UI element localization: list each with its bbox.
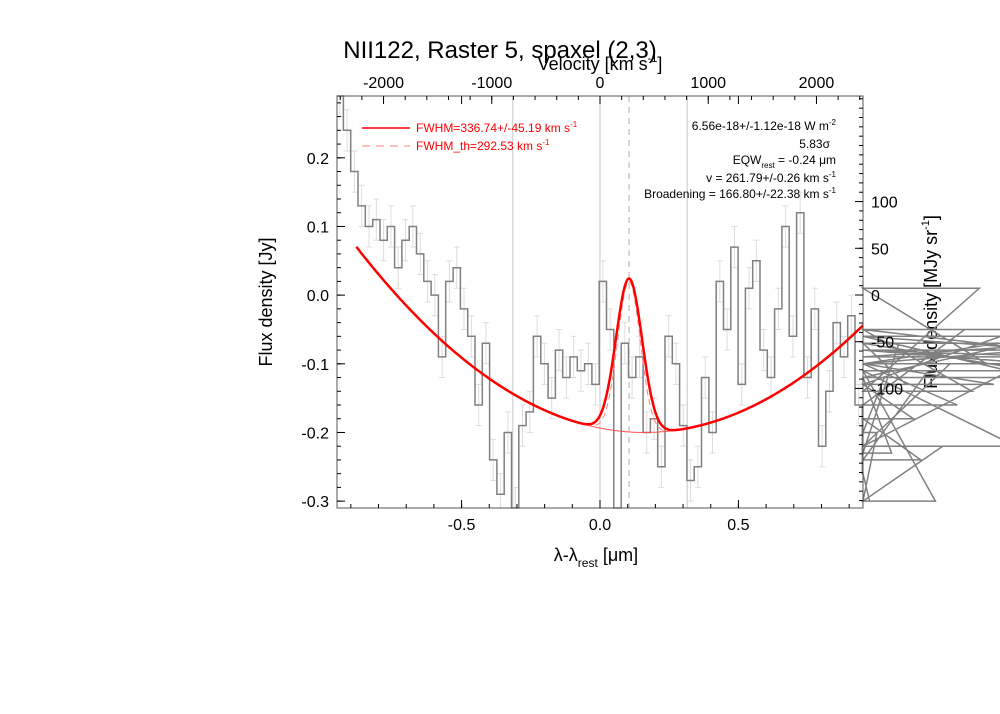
eqw-annotation: EQWrest = -0.24 μm [733, 153, 836, 170]
v-tick-label: -2000 [363, 75, 404, 92]
snr-annotation: 5.83σ [799, 137, 830, 151]
left-axis-label: Flux density [Jy] [256, 237, 276, 366]
v-tick-label: 1000 [690, 75, 726, 92]
fit-annotations: 6.56e-18+/-1.12e-18 W m-2 5.83σ EQWrest … [644, 118, 836, 201]
model-layer [355, 246, 864, 433]
v-tick-label: 0 [596, 75, 605, 92]
y-tick-label: 0.1 [307, 219, 329, 236]
legend: FWHM=336.74+/-45.19 km s-1 FWHM_th=292.5… [362, 120, 578, 153]
y2-tick-label: -50 [871, 335, 894, 352]
axis-ticks: -0.5 0.0 0.5-2000 -1000 0 1000 2000-0.3-0.2-0.… [301, 75, 903, 534]
y-tick-label: -0.2 [301, 425, 329, 442]
flux-annotation: 6.56e-18+/-1.12e-18 W m-2 [692, 118, 837, 133]
legend-fwhm-label: FWHM=336.74+/-45.19 km s-1 [416, 120, 578, 135]
x-tick-label: -0.5 [448, 517, 476, 534]
fit-series [355, 246, 864, 432]
broadening-annotation: Broadening = 166.80+/-22.38 km s-1 [644, 186, 836, 201]
top-axis-label: Velocity [km s-1] [538, 53, 663, 74]
y2-tick-label: 100 [871, 195, 898, 212]
y-tick-label: -0.3 [301, 494, 329, 511]
x-tick-label: 0.5 [727, 517, 749, 534]
y2-tick-label: -100 [871, 381, 903, 398]
v-tick-label: -1000 [471, 75, 512, 92]
y2-tick-label: 50 [871, 241, 889, 258]
velocity-annotation: v = 261.79+/-0.26 km s-1 [706, 170, 836, 185]
y2-tick-label: 0 [871, 288, 880, 305]
legend-fwhm-th-label: FWHM_th=292.53 km s-1 [416, 138, 550, 153]
y-tick-label: 0.0 [307, 288, 329, 305]
right-axis-label: Flux density [MJy sr-1] [920, 215, 941, 389]
bottom-axis-label: λ-λrest [μm] [554, 545, 638, 570]
x-tick-label: 0.0 [589, 517, 611, 534]
spectrum-series [337, 95, 1000, 509]
chart-title: NII122, Raster 5, spaxel (2,3) [343, 37, 656, 64]
y-tick-label: -0.1 [301, 357, 329, 374]
y-tick-label: 0.2 [307, 151, 329, 168]
spectrum-layer [336, 95, 1000, 509]
v-tick-label: 2000 [799, 75, 835, 92]
